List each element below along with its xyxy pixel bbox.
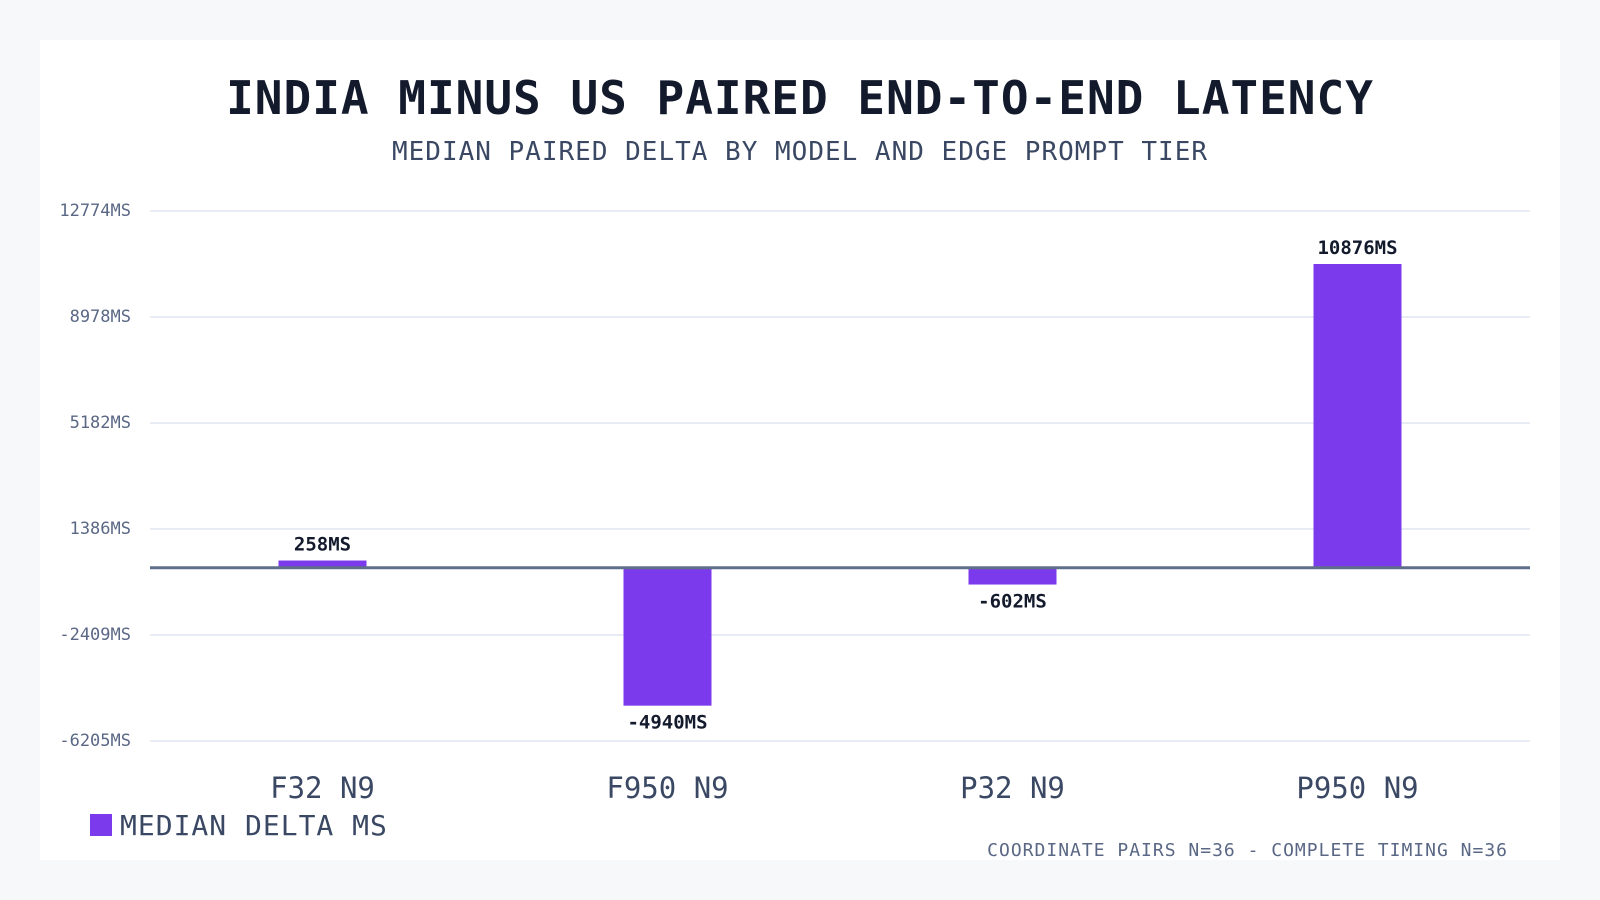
chart-title: India minus US paired end-to-end latency	[226, 71, 1374, 125]
y-tick-label: -2409MS	[59, 625, 131, 645]
footnote: Coordinate pairs n=36 - complete timing …	[987, 840, 1508, 861]
y-tick-label: 1386MS	[70, 519, 131, 539]
x-category-label: F32 N9	[270, 771, 375, 805]
y-tick-label: -6205MS	[59, 731, 131, 751]
bar	[1313, 264, 1402, 568]
legend-swatch	[90, 814, 112, 836]
bar-value-label: 10876MS	[1317, 237, 1397, 259]
bar	[623, 567, 712, 706]
bar	[968, 567, 1057, 585]
x-category-label: P32 N9	[960, 771, 1065, 805]
bar-value-label: -602MS	[978, 591, 1047, 613]
x-category-label: P950 N9	[1296, 771, 1418, 805]
x-category-label: F950 N9	[606, 771, 728, 805]
y-tick-label: 5182MS	[70, 413, 131, 433]
y-tick-label: 12774MS	[59, 201, 131, 221]
legend-label: median delta ms	[120, 808, 388, 842]
bar-value-label: 258MS	[294, 534, 351, 556]
chart-card	[40, 40, 1560, 860]
bar	[278, 560, 367, 568]
chart-subtitle: Median paired delta by model and edge pr…	[391, 137, 1208, 167]
y-tick-label: 8978MS	[70, 307, 131, 327]
bar-value-label: -4940MS	[627, 712, 707, 734]
legend: median delta ms	[90, 808, 388, 842]
